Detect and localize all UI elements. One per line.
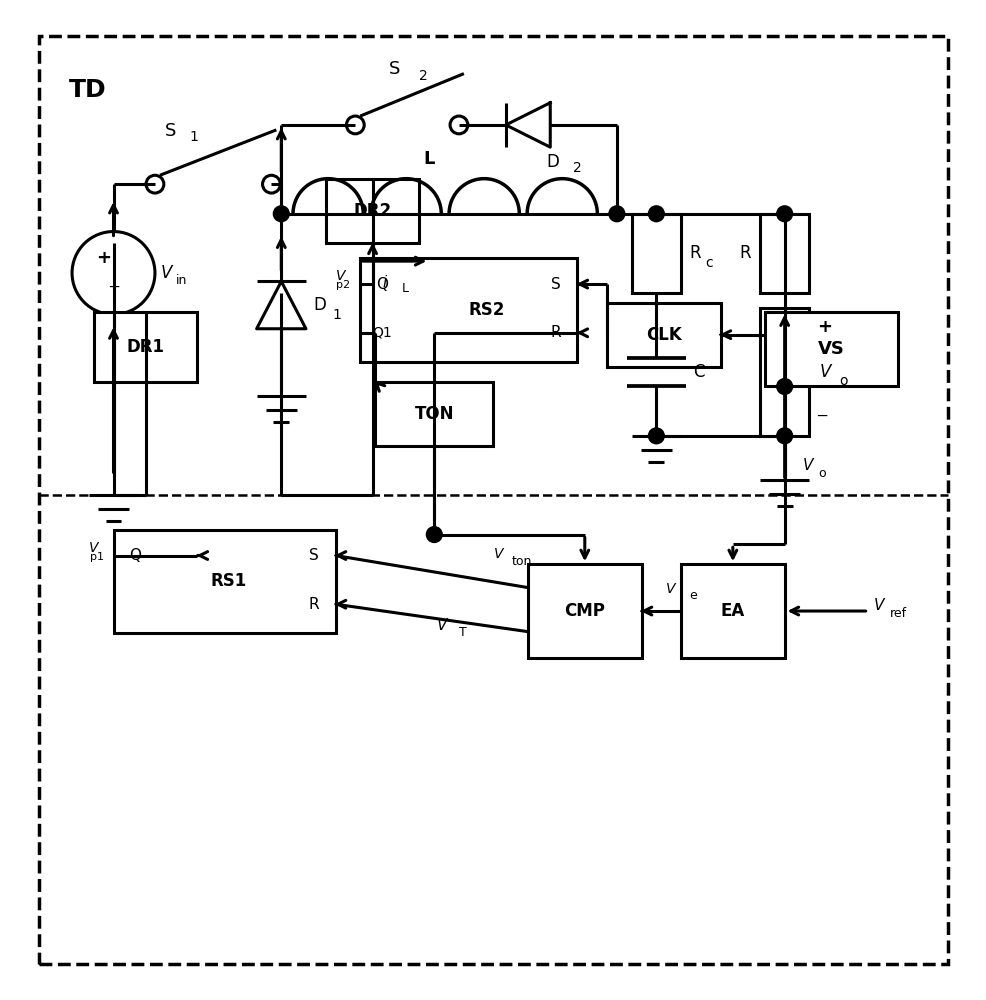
Bar	[528, 564, 641, 658]
Text: RS1: RS1	[211, 572, 246, 590]
Text: c: c	[705, 256, 713, 270]
Text: +: +	[816, 318, 831, 336]
Text: DR1: DR1	[126, 338, 165, 356]
Text: V: V	[335, 269, 345, 283]
Text: DR2: DR2	[353, 202, 391, 220]
Bar	[680, 564, 784, 658]
Bar	[94, 312, 197, 382]
Circle shape	[776, 428, 792, 444]
Text: TON: TON	[414, 405, 454, 423]
Text: p2: p2	[336, 280, 350, 290]
Text: i: i	[383, 275, 387, 290]
Text: Q1: Q1	[372, 326, 391, 340]
Text: R: R	[688, 244, 700, 262]
Circle shape	[648, 206, 664, 222]
Text: 2: 2	[573, 161, 582, 175]
Circle shape	[273, 206, 289, 222]
Circle shape	[608, 206, 624, 222]
Bar	[113, 530, 335, 633]
Text: V: V	[161, 264, 173, 282]
Text: in: in	[176, 274, 187, 287]
Text: V: V	[873, 598, 883, 613]
Text: S: S	[309, 548, 318, 563]
Text: V: V	[493, 547, 503, 561]
Text: R: R	[739, 244, 750, 262]
Text: T: T	[459, 626, 466, 639]
Text: C: C	[692, 363, 704, 381]
Text: 1: 1	[332, 308, 341, 322]
Bar	[606, 303, 720, 367]
Text: ton: ton	[511, 555, 531, 568]
Text: Q: Q	[129, 548, 141, 563]
Bar	[375, 382, 493, 446]
Bar	[759, 308, 809, 436]
Circle shape	[648, 428, 664, 444]
Text: V: V	[89, 541, 99, 555]
Text: D: D	[314, 296, 326, 314]
Bar	[764, 312, 897, 386]
Text: ref: ref	[889, 607, 906, 620]
Text: D: D	[545, 153, 559, 171]
Circle shape	[776, 379, 792, 394]
Text: ─: ─	[816, 409, 825, 424]
Text: RS2: RS2	[467, 301, 504, 319]
Bar	[759, 214, 809, 293]
Text: +: +	[96, 249, 111, 267]
Circle shape	[426, 527, 442, 542]
Text: Q: Q	[376, 277, 387, 292]
Bar	[360, 258, 577, 362]
Text: ─: ─	[108, 280, 118, 295]
Text: EA: EA	[720, 602, 744, 620]
Text: p1: p1	[90, 552, 104, 562]
Text: V: V	[819, 363, 831, 381]
Text: e: e	[688, 589, 696, 602]
Text: VS: VS	[817, 340, 844, 358]
Bar	[325, 179, 419, 243]
Text: L: L	[401, 282, 408, 295]
Text: TD: TD	[69, 78, 106, 102]
Text: S: S	[165, 122, 176, 140]
Text: S: S	[550, 277, 560, 292]
Bar	[631, 214, 680, 293]
Text: S: S	[388, 60, 400, 78]
Text: 1: 1	[189, 130, 198, 144]
Text: o: o	[838, 374, 847, 388]
Text: CMP: CMP	[564, 602, 604, 620]
Text: V: V	[802, 458, 812, 473]
Circle shape	[776, 206, 792, 222]
Text: 2: 2	[419, 69, 428, 83]
Text: CLK: CLK	[645, 326, 681, 344]
Text: o: o	[817, 467, 825, 480]
Text: V: V	[666, 582, 675, 596]
Text: R: R	[309, 597, 318, 612]
Text: L: L	[423, 150, 435, 168]
Text: V: V	[436, 618, 447, 633]
Text: R: R	[550, 325, 560, 340]
